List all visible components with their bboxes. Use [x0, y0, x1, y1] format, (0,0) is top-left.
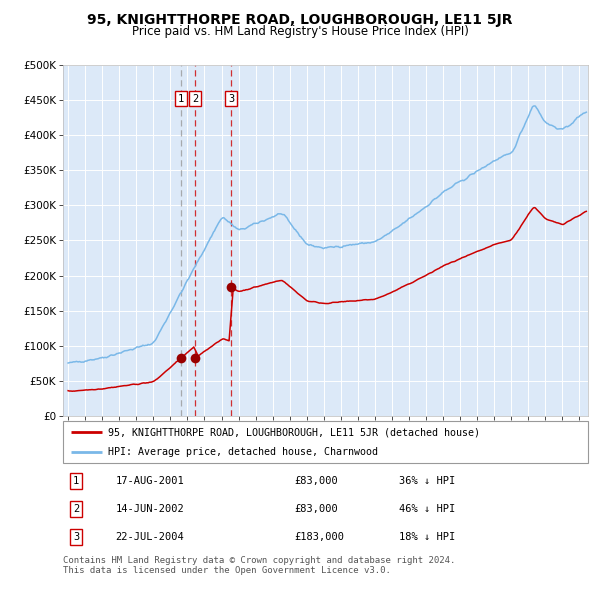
- Text: 36% ↓ HPI: 36% ↓ HPI: [399, 476, 455, 486]
- Text: 22-JUL-2004: 22-JUL-2004: [115, 532, 184, 542]
- Text: HPI: Average price, detached house, Charnwood: HPI: Average price, detached house, Char…: [107, 447, 377, 457]
- Text: 46% ↓ HPI: 46% ↓ HPI: [399, 504, 455, 514]
- Text: 3: 3: [228, 94, 234, 104]
- FancyBboxPatch shape: [63, 421, 588, 463]
- Text: £83,000: £83,000: [294, 476, 338, 486]
- Text: 1: 1: [178, 94, 184, 104]
- Text: 17-AUG-2001: 17-AUG-2001: [115, 476, 184, 486]
- Text: 14-JUN-2002: 14-JUN-2002: [115, 504, 184, 514]
- Text: 3: 3: [73, 532, 79, 542]
- Text: 95, KNIGHTTHORPE ROAD, LOUGHBOROUGH, LE11 5JR: 95, KNIGHTTHORPE ROAD, LOUGHBOROUGH, LE1…: [87, 13, 513, 27]
- Text: £183,000: £183,000: [294, 532, 344, 542]
- Text: Price paid vs. HM Land Registry's House Price Index (HPI): Price paid vs. HM Land Registry's House …: [131, 25, 469, 38]
- Text: 2: 2: [192, 94, 198, 104]
- Text: 1: 1: [73, 476, 79, 486]
- Text: Contains HM Land Registry data © Crown copyright and database right 2024.
This d: Contains HM Land Registry data © Crown c…: [63, 556, 455, 575]
- Text: £83,000: £83,000: [294, 504, 338, 514]
- Text: 2: 2: [73, 504, 79, 514]
- Text: 18% ↓ HPI: 18% ↓ HPI: [399, 532, 455, 542]
- Text: 95, KNIGHTTHORPE ROAD, LOUGHBOROUGH, LE11 5JR (detached house): 95, KNIGHTTHORPE ROAD, LOUGHBOROUGH, LE1…: [107, 427, 479, 437]
